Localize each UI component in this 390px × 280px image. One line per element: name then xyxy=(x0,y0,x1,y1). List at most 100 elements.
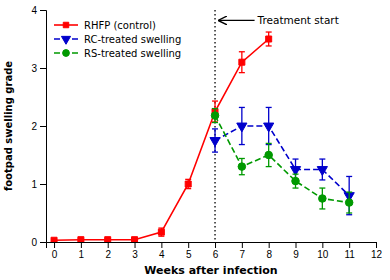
error-bar-cap xyxy=(212,151,218,152)
x-tick: 6 xyxy=(213,242,219,260)
x-tick-label: 1 xyxy=(79,249,85,260)
y-tick: 1 xyxy=(31,179,46,190)
x-tick-label: 12 xyxy=(371,249,383,260)
error-bar xyxy=(239,52,245,73)
annotation: Treatment start xyxy=(257,14,339,26)
x-tick-mark xyxy=(322,242,323,248)
series-line xyxy=(215,126,349,196)
error-bar-cap xyxy=(212,100,218,101)
legend-item: RS-treated swelling xyxy=(54,48,181,59)
x-tick: 7 xyxy=(240,242,246,260)
x-tick: 10 xyxy=(317,242,329,260)
legend-item: RHFP (control) xyxy=(54,20,156,31)
x-tick-label: 6 xyxy=(213,249,219,260)
reference-line xyxy=(214,10,215,242)
y-tick: 3 xyxy=(31,63,46,74)
data-area xyxy=(51,10,354,242)
x-tick: 9 xyxy=(293,242,299,260)
x-tick-label: 3 xyxy=(132,249,138,260)
error-bar-cap xyxy=(212,122,218,123)
error-bar-cap xyxy=(346,214,352,215)
x-tick-mark xyxy=(376,242,377,248)
marker xyxy=(265,151,273,159)
chart: 012345678910111201234Treatment startRHFP… xyxy=(0,0,390,280)
x-tick-label: 10 xyxy=(317,249,329,260)
error-bar-cap xyxy=(212,128,218,129)
x-tick-mark xyxy=(269,242,270,248)
error-bar-cap xyxy=(293,187,299,188)
legend-marker xyxy=(63,22,68,27)
error-bar xyxy=(319,188,325,209)
y-axis-title: footpad swelling grade xyxy=(3,61,14,191)
y-tick: 2 xyxy=(31,121,46,132)
x-tick: 2 xyxy=(105,242,111,260)
error-bar-cap xyxy=(158,227,164,228)
error-bar-cap xyxy=(293,158,299,159)
y-tick-mark xyxy=(40,10,46,11)
x-tick-mark xyxy=(242,242,243,248)
x-tick-mark xyxy=(135,242,136,248)
plot: 012345678910111201234Treatment startRHFP… xyxy=(31,5,382,260)
x-tick: 3 xyxy=(132,242,138,260)
error-bar-cap xyxy=(266,31,272,32)
error-bar-cap xyxy=(185,179,191,180)
error-bar-stem xyxy=(349,176,350,214)
error-bar xyxy=(346,192,352,213)
error-bar-cap xyxy=(319,179,325,180)
x-tick-mark xyxy=(349,242,350,248)
x-tick: 0 xyxy=(52,242,58,260)
marker xyxy=(292,177,300,185)
marker xyxy=(264,123,274,132)
marker xyxy=(317,167,327,176)
error-bar xyxy=(212,101,218,122)
x-axis-title: Weeks after infection xyxy=(144,264,277,277)
legend-marker xyxy=(63,50,70,57)
y-tick-mark xyxy=(40,126,46,127)
marker xyxy=(266,36,272,42)
y-axis: 0 1 2 3 4 xyxy=(31,5,46,248)
x-tick-label: 7 xyxy=(240,249,246,260)
marker xyxy=(51,237,57,242)
error-bar-cap xyxy=(293,173,299,174)
x-axis: 0123456789101112 xyxy=(47,242,383,260)
legend-item: RC-treated swelling xyxy=(54,34,181,45)
y-tick-label: 4 xyxy=(31,5,37,16)
marker xyxy=(239,59,245,65)
marker xyxy=(185,181,191,187)
error-bar xyxy=(293,174,299,188)
x-tick-label: 0 xyxy=(52,249,58,260)
x-tick: 1 xyxy=(79,242,85,260)
marker xyxy=(237,123,247,132)
series-line xyxy=(215,116,349,203)
marker xyxy=(319,195,327,203)
y-tick-mark xyxy=(40,184,46,185)
marker xyxy=(132,237,138,242)
x-tick-mark xyxy=(188,242,189,248)
y-tick: 4 xyxy=(31,5,46,16)
y-axis-line xyxy=(40,11,47,243)
error-bar-cap xyxy=(266,166,272,167)
series xyxy=(210,107,354,214)
error-bar-cap xyxy=(319,158,325,159)
y-tick-label: 3 xyxy=(31,63,37,74)
error-bar-cap xyxy=(239,174,245,175)
x-tick-mark xyxy=(54,242,55,248)
y-tick-label: 0 xyxy=(31,237,37,248)
x-tick-label: 2 xyxy=(105,249,111,260)
error-bar xyxy=(158,228,164,236)
marker xyxy=(345,199,353,207)
x-tick: 11 xyxy=(344,242,355,260)
marker xyxy=(105,237,111,242)
error-bar-cap xyxy=(239,72,245,73)
error-bar xyxy=(266,143,272,166)
y-tick-label: 2 xyxy=(31,121,37,132)
error-bar xyxy=(239,158,245,174)
x-tick: 12 xyxy=(371,242,383,260)
error-bar-cap xyxy=(212,108,218,109)
y-tick-label: 1 xyxy=(31,179,37,190)
x-tick: 5 xyxy=(186,242,192,260)
legend-label: RC-treated swelling xyxy=(84,34,181,45)
x-tick-mark xyxy=(81,242,82,248)
error-bar-cap xyxy=(346,176,352,177)
marker xyxy=(290,167,300,176)
